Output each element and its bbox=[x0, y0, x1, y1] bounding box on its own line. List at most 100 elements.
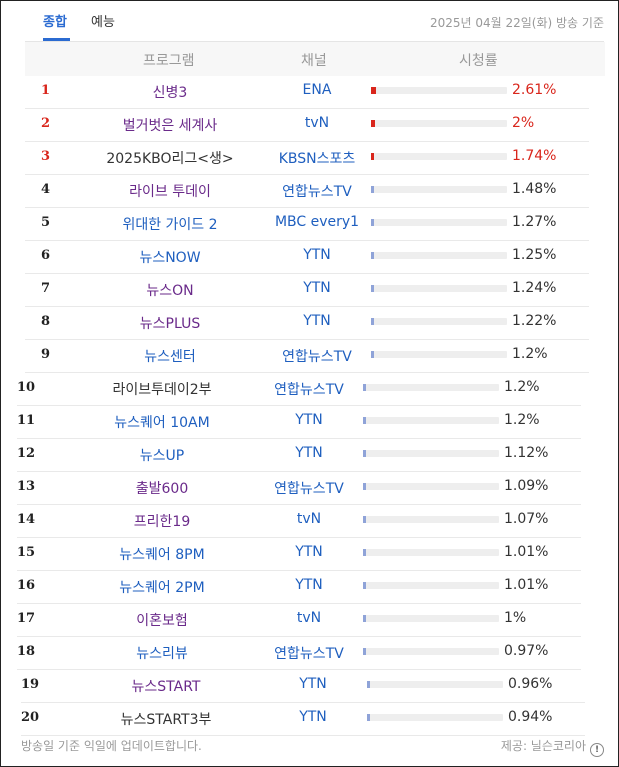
table-row[interactable]: 15 뉴스퀘어 8PM YTN 1.01% bbox=[17, 538, 581, 571]
rank-number: 4 bbox=[41, 182, 51, 197]
rating-bar-fill bbox=[363, 417, 366, 424]
table-row[interactable]: 17 이혼보험 tvN 1% bbox=[17, 604, 581, 637]
rating-value: 0.94% bbox=[508, 709, 553, 725]
table-row[interactable]: 6 뉴스NOW YTN 1.25% bbox=[25, 241, 589, 274]
rating-value: 1.2% bbox=[512, 346, 548, 362]
rating-bar-fill bbox=[371, 318, 374, 325]
channel-link[interactable]: 연합뉴스TV bbox=[274, 646, 344, 662]
rating-bar-fill bbox=[371, 252, 374, 259]
tab-entertainment[interactable]: 예능 bbox=[91, 15, 115, 30]
channel-link[interactable]: YTN bbox=[295, 577, 323, 593]
rating-bar-fill bbox=[371, 219, 374, 226]
channel-link[interactable]: 연합뉴스TV bbox=[282, 349, 352, 365]
program-link[interactable]: 2025KBO리그<생> bbox=[106, 151, 234, 167]
program-link[interactable]: 벌거벗은 세계사 bbox=[122, 118, 218, 134]
table-row[interactable]: 18 뉴스리뷰 연합뉴스TV 0.97% bbox=[17, 637, 581, 670]
channel-link[interactable]: ENA bbox=[302, 82, 332, 98]
program-link[interactable]: 라이브 투데이 bbox=[129, 184, 211, 200]
program-link[interactable]: 뉴스퀘어 8PM bbox=[119, 547, 205, 563]
program-link[interactable]: 프리한19 bbox=[133, 514, 191, 530]
rank-number: 1 bbox=[41, 83, 51, 98]
table-row[interactable]: 5 위대한 가이드 2 MBC every1 1.27% bbox=[25, 208, 589, 241]
channel-link[interactable]: YTN bbox=[299, 676, 327, 692]
table-row[interactable]: 11 뉴스퀘어 10AM YTN 1.2% bbox=[17, 406, 581, 439]
table-row[interactable]: 2 벌거벗은 세계사 tvN 2% bbox=[25, 109, 589, 142]
program-link[interactable]: 뉴스START3부 bbox=[120, 712, 212, 728]
table-row[interactable]: 20 뉴스START3부 YTN 0.94% bbox=[21, 703, 585, 736]
program-link[interactable]: 뉴스PLUS bbox=[139, 316, 201, 332]
table-row[interactable]: 1 신병3 ENA 2.61% bbox=[25, 76, 589, 109]
channel-link[interactable]: YTN bbox=[303, 313, 331, 329]
program-link[interactable]: 출발600 bbox=[135, 481, 189, 497]
channel-link[interactable]: YTN bbox=[295, 445, 323, 461]
channel-link[interactable]: 연합뉴스TV bbox=[274, 382, 344, 398]
rank-number: 17 bbox=[17, 611, 36, 626]
rank-number: 15 bbox=[17, 545, 36, 560]
table-header: 프로그램 채널 시청률 bbox=[25, 42, 605, 76]
table-row[interactable]: 3 2025KBO리그<생> KBSN스포츠 1.74% bbox=[25, 142, 589, 175]
channel-link[interactable]: YTN bbox=[299, 709, 327, 725]
rating-value: 2.61% bbox=[512, 82, 557, 98]
channel-link[interactable]: KBSN스포츠 bbox=[278, 151, 356, 167]
rating-bar-fill bbox=[363, 582, 366, 589]
table-row[interactable]: 4 라이브 투데이 연합뉴스TV 1.48% bbox=[25, 175, 589, 208]
tab-general[interactable]: 종합 bbox=[43, 15, 67, 30]
rating-value: 1.24% bbox=[512, 280, 557, 296]
rating-value: 1.27% bbox=[512, 214, 557, 230]
program-link[interactable]: 뉴스ON bbox=[146, 283, 194, 299]
channel-link[interactable]: tvN bbox=[296, 511, 322, 527]
channel-link[interactable]: YTN bbox=[295, 544, 323, 560]
program-link[interactable]: 뉴스퀘어 10AM bbox=[114, 415, 210, 431]
table-row[interactable]: 14 프리한19 tvN 1.07% bbox=[17, 505, 581, 538]
channel-link[interactable]: tvN bbox=[304, 115, 330, 131]
table-row[interactable]: 16 뉴스퀘어 2PM YTN 1.01% bbox=[17, 571, 581, 604]
channel-link[interactable]: YTN bbox=[295, 412, 323, 428]
rank-number: 2 bbox=[41, 116, 51, 131]
rating-bar-fill bbox=[371, 186, 374, 193]
rating-bar-fill bbox=[371, 285, 374, 292]
program-link[interactable]: 뉴스START bbox=[131, 679, 201, 695]
rating-bar-fill bbox=[371, 120, 375, 127]
program-link[interactable]: 라이브투데이2부 bbox=[112, 382, 212, 398]
rating-value: 1.22% bbox=[512, 313, 557, 329]
rank-number: 18 bbox=[17, 644, 36, 659]
table-row[interactable]: 10 라이브투데이2부 연합뉴스TV 1.2% bbox=[17, 373, 581, 406]
program-link[interactable]: 뉴스리뷰 bbox=[136, 646, 188, 662]
table-row[interactable]: 19 뉴스START YTN 0.96% bbox=[21, 670, 585, 703]
channel-link[interactable]: MBC every1 bbox=[274, 214, 360, 230]
rank-number: 11 bbox=[17, 413, 36, 428]
rating-bar-fill bbox=[363, 483, 366, 490]
rating-value: 2% bbox=[512, 115, 535, 131]
channel-link[interactable]: tvN bbox=[296, 610, 322, 626]
channel-link[interactable]: YTN bbox=[303, 280, 331, 296]
rating-value: 0.96% bbox=[508, 676, 553, 692]
rating-bar-fill bbox=[363, 648, 366, 655]
rating-bar bbox=[367, 714, 503, 721]
channel-link[interactable]: YTN bbox=[303, 247, 331, 263]
update-note: 방송일 기준 익일에 업데이트합니다. bbox=[21, 739, 202, 753]
rating-bar bbox=[371, 351, 507, 358]
rating-bar bbox=[363, 483, 499, 490]
program-link[interactable]: 위대한 가이드 2 bbox=[122, 217, 218, 233]
program-link[interactable]: 뉴스퀘어 2PM bbox=[119, 580, 205, 596]
program-link[interactable]: 이혼보험 bbox=[136, 613, 188, 629]
rank-number: 14 bbox=[17, 512, 36, 527]
channel-link[interactable]: 연합뉴스TV bbox=[274, 481, 344, 497]
table-row[interactable]: 12 뉴스UP YTN 1.12% bbox=[17, 439, 581, 472]
rating-bar-fill bbox=[363, 615, 366, 622]
table-row[interactable]: 9 뉴스센터 연합뉴스TV 1.2% bbox=[25, 340, 589, 373]
table-row[interactable]: 7 뉴스ON YTN 1.24% bbox=[25, 274, 589, 307]
program-link[interactable]: 뉴스NOW bbox=[139, 250, 201, 266]
rating-bar bbox=[371, 87, 507, 94]
info-icon[interactable]: ! bbox=[590, 743, 604, 757]
rating-value: 1.48% bbox=[512, 181, 557, 197]
program-link[interactable]: 뉴스센터 bbox=[144, 349, 196, 365]
table-row[interactable]: 13 출발600 연합뉴스TV 1.09% bbox=[17, 472, 581, 505]
divider bbox=[25, 41, 604, 42]
program-link[interactable]: 뉴스UP bbox=[139, 448, 185, 464]
table-row[interactable]: 8 뉴스PLUS YTN 1.22% bbox=[25, 307, 589, 340]
channel-link[interactable]: 연합뉴스TV bbox=[282, 184, 352, 200]
program-link[interactable]: 신병3 bbox=[152, 85, 188, 101]
rating-bar-fill bbox=[363, 450, 366, 457]
